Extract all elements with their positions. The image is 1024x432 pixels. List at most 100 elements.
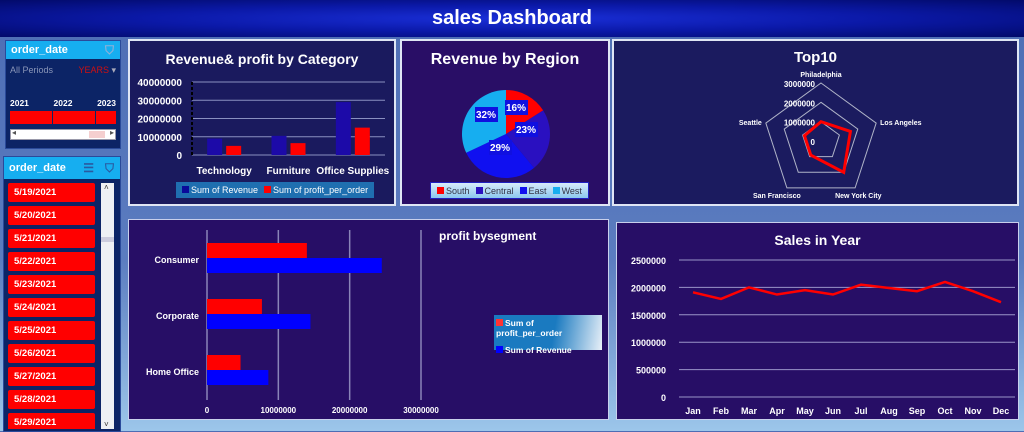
y-tick-label: 10000000	[138, 133, 183, 144]
date-slicer-item[interactable]: 5/28/2021	[8, 390, 95, 409]
chart-title: Sales in Year	[774, 232, 861, 248]
x-tick-label: May	[796, 406, 814, 416]
year-bar-2021[interactable]	[10, 111, 52, 124]
y-tick-label: 20000000	[138, 115, 183, 126]
date-slicer-item[interactable]: 5/25/2021	[8, 321, 95, 340]
bar-profit	[290, 143, 306, 155]
clear-filter-icon[interactable]: ⛉	[104, 161, 114, 175]
chevron-down-icon: ▾	[111, 65, 116, 75]
radar-series	[802, 119, 853, 175]
timeline-scrollbar[interactable]: ◂ ▸	[10, 128, 116, 140]
date-slicer-item[interactable]: 5/22/2021	[8, 252, 95, 271]
axis-label: Seattle	[739, 120, 762, 127]
r-tick-label: 1000000	[784, 119, 816, 128]
x-tick-label: Nov	[964, 406, 981, 416]
data-label: 23%	[516, 125, 536, 136]
time-level-value: YEARS	[78, 65, 109, 75]
bar-revenue	[207, 314, 311, 329]
bar-revenue	[335, 102, 351, 155]
date-slicer-item[interactable]: 5/29/2021	[8, 413, 95, 429]
x-tick-label: Sep	[909, 406, 926, 416]
date-slicer-item[interactable]: 5/20/2021	[8, 206, 95, 225]
radar-gridline	[765, 82, 877, 189]
x-tick-label: 30000000	[403, 406, 439, 415]
sales-line	[692, 280, 1002, 304]
date-slicer-item[interactable]: 5/24/2021	[8, 298, 95, 317]
date-slicer-item[interactable]: 5/26/2021	[8, 344, 95, 363]
timeline-field: order_date	[11, 44, 68, 56]
time-level-dropdown[interactable]: YEARS ▾	[78, 65, 116, 76]
bar-profit	[207, 355, 241, 370]
x-tick-label: Apr	[769, 406, 785, 416]
pie-slice	[466, 134, 535, 178]
chart-title: Top10	[793, 49, 838, 66]
data-label-box	[475, 107, 498, 122]
y-tick-label: Corporate	[156, 311, 199, 321]
data-label-box	[489, 140, 512, 155]
chart-legend: Sum of profit_per_order Sum of Revenue	[494, 315, 602, 355]
bar-revenue	[207, 370, 269, 385]
date-slicer-item[interactable]: 5/23/2021	[8, 275, 95, 294]
chart-title: Revenue by Region	[430, 51, 580, 68]
clear-filter-icon[interactable]: ⛉	[104, 43, 114, 57]
date-slicer-header: order_date ☰ ⛉	[4, 157, 120, 179]
y-tick-label: 40000000	[138, 78, 183, 89]
multi-select-icon[interactable]: ☰	[83, 161, 94, 175]
scroll-left-icon[interactable]: ◂	[12, 128, 17, 137]
bar-profit	[226, 145, 242, 155]
date-slicer-item[interactable]: 5/27/2021	[8, 367, 95, 386]
x-tick-label: Mar	[741, 406, 758, 416]
legend-item: Sum of Revenue	[496, 345, 600, 355]
scroll-thumb[interactable]	[89, 131, 105, 138]
y-tick-label: Home Office	[146, 367, 199, 377]
legend-item: Central	[475, 186, 514, 196]
y-tick-label: 0	[176, 151, 182, 162]
r-tick-label: 3000000	[784, 80, 816, 89]
y-tick-label: 1000000	[631, 338, 666, 348]
date-slicer[interactable]: order_date ☰ ⛉ 5/19/2021 5/20/2021 5/21/202…	[3, 156, 121, 432]
x-tick-label: Furniture	[267, 166, 311, 177]
axis-label: Los Angeles	[880, 120, 921, 127]
axis-label: New York City	[835, 193, 882, 200]
data-label: 16%	[506, 103, 526, 114]
year-label: 2023	[97, 98, 116, 108]
scroll-right-icon[interactable]: ▸	[109, 128, 114, 137]
x-tick-label: 10000000	[261, 406, 297, 415]
year-bar-2023[interactable]	[95, 111, 116, 124]
region-chart-panel: Revenue by Region 16% 23% 29% 32% South Cent…	[400, 39, 610, 206]
date-slicer-item[interactable]: 5/21/2021	[8, 229, 95, 248]
x-tick-label: Jul	[854, 406, 867, 416]
year-label: 2022	[53, 98, 73, 108]
axis-label: San Francisco	[753, 193, 801, 200]
chart-title: profit bysegment	[439, 229, 537, 243]
x-tick-label: Aug	[880, 406, 898, 416]
list-scrollbar[interactable]: ˄ ˅	[101, 183, 114, 429]
y-tick-label: 0	[661, 393, 666, 403]
x-tick-label: 0	[205, 406, 210, 415]
sales-year-chart-panel: Sales in Year 0 500000 1000000 1500000 20000…	[616, 222, 1019, 420]
legend-item: West	[552, 186, 582, 196]
scroll-down-icon[interactable]: ˅	[104, 420, 109, 429]
data-label: 29%	[490, 143, 510, 154]
y-tick-label: 2000000	[631, 283, 666, 293]
x-tick-label: Office Supplies	[316, 166, 389, 177]
pie-slice	[506, 110, 550, 168]
scroll-up-icon[interactable]: ˄	[104, 183, 109, 192]
year-label: 2021	[10, 98, 29, 108]
chart-legend: South Central East West	[430, 182, 589, 199]
year-bar-2022[interactable]	[52, 111, 95, 124]
chart-title: Revenue& profit by Category	[165, 51, 359, 67]
x-tick-label: Technology	[196, 166, 252, 177]
r-tick-label: 0	[811, 138, 816, 147]
r-tick-label: 2000000	[784, 99, 816, 108]
bar-revenue	[271, 135, 287, 155]
date-slicer-item[interactable]: 5/19/2021	[8, 183, 95, 202]
dashboard-title: sales Dashboard	[0, 0, 1024, 37]
data-label-box	[515, 122, 538, 137]
y-tick-label: 1500000	[631, 311, 666, 321]
x-tick-label: Feb	[713, 406, 730, 416]
date-slicer-field: order_date	[9, 162, 66, 174]
timeline-slicer[interactable]: order_date ⛉ All Periods YEARS ▾ 2021 2022…	[5, 40, 121, 149]
top10-chart-panel: Top10 0 1000000 2000000 3000000 Philadelphia…	[612, 39, 1019, 206]
scroll-thumb[interactable]	[101, 237, 114, 242]
